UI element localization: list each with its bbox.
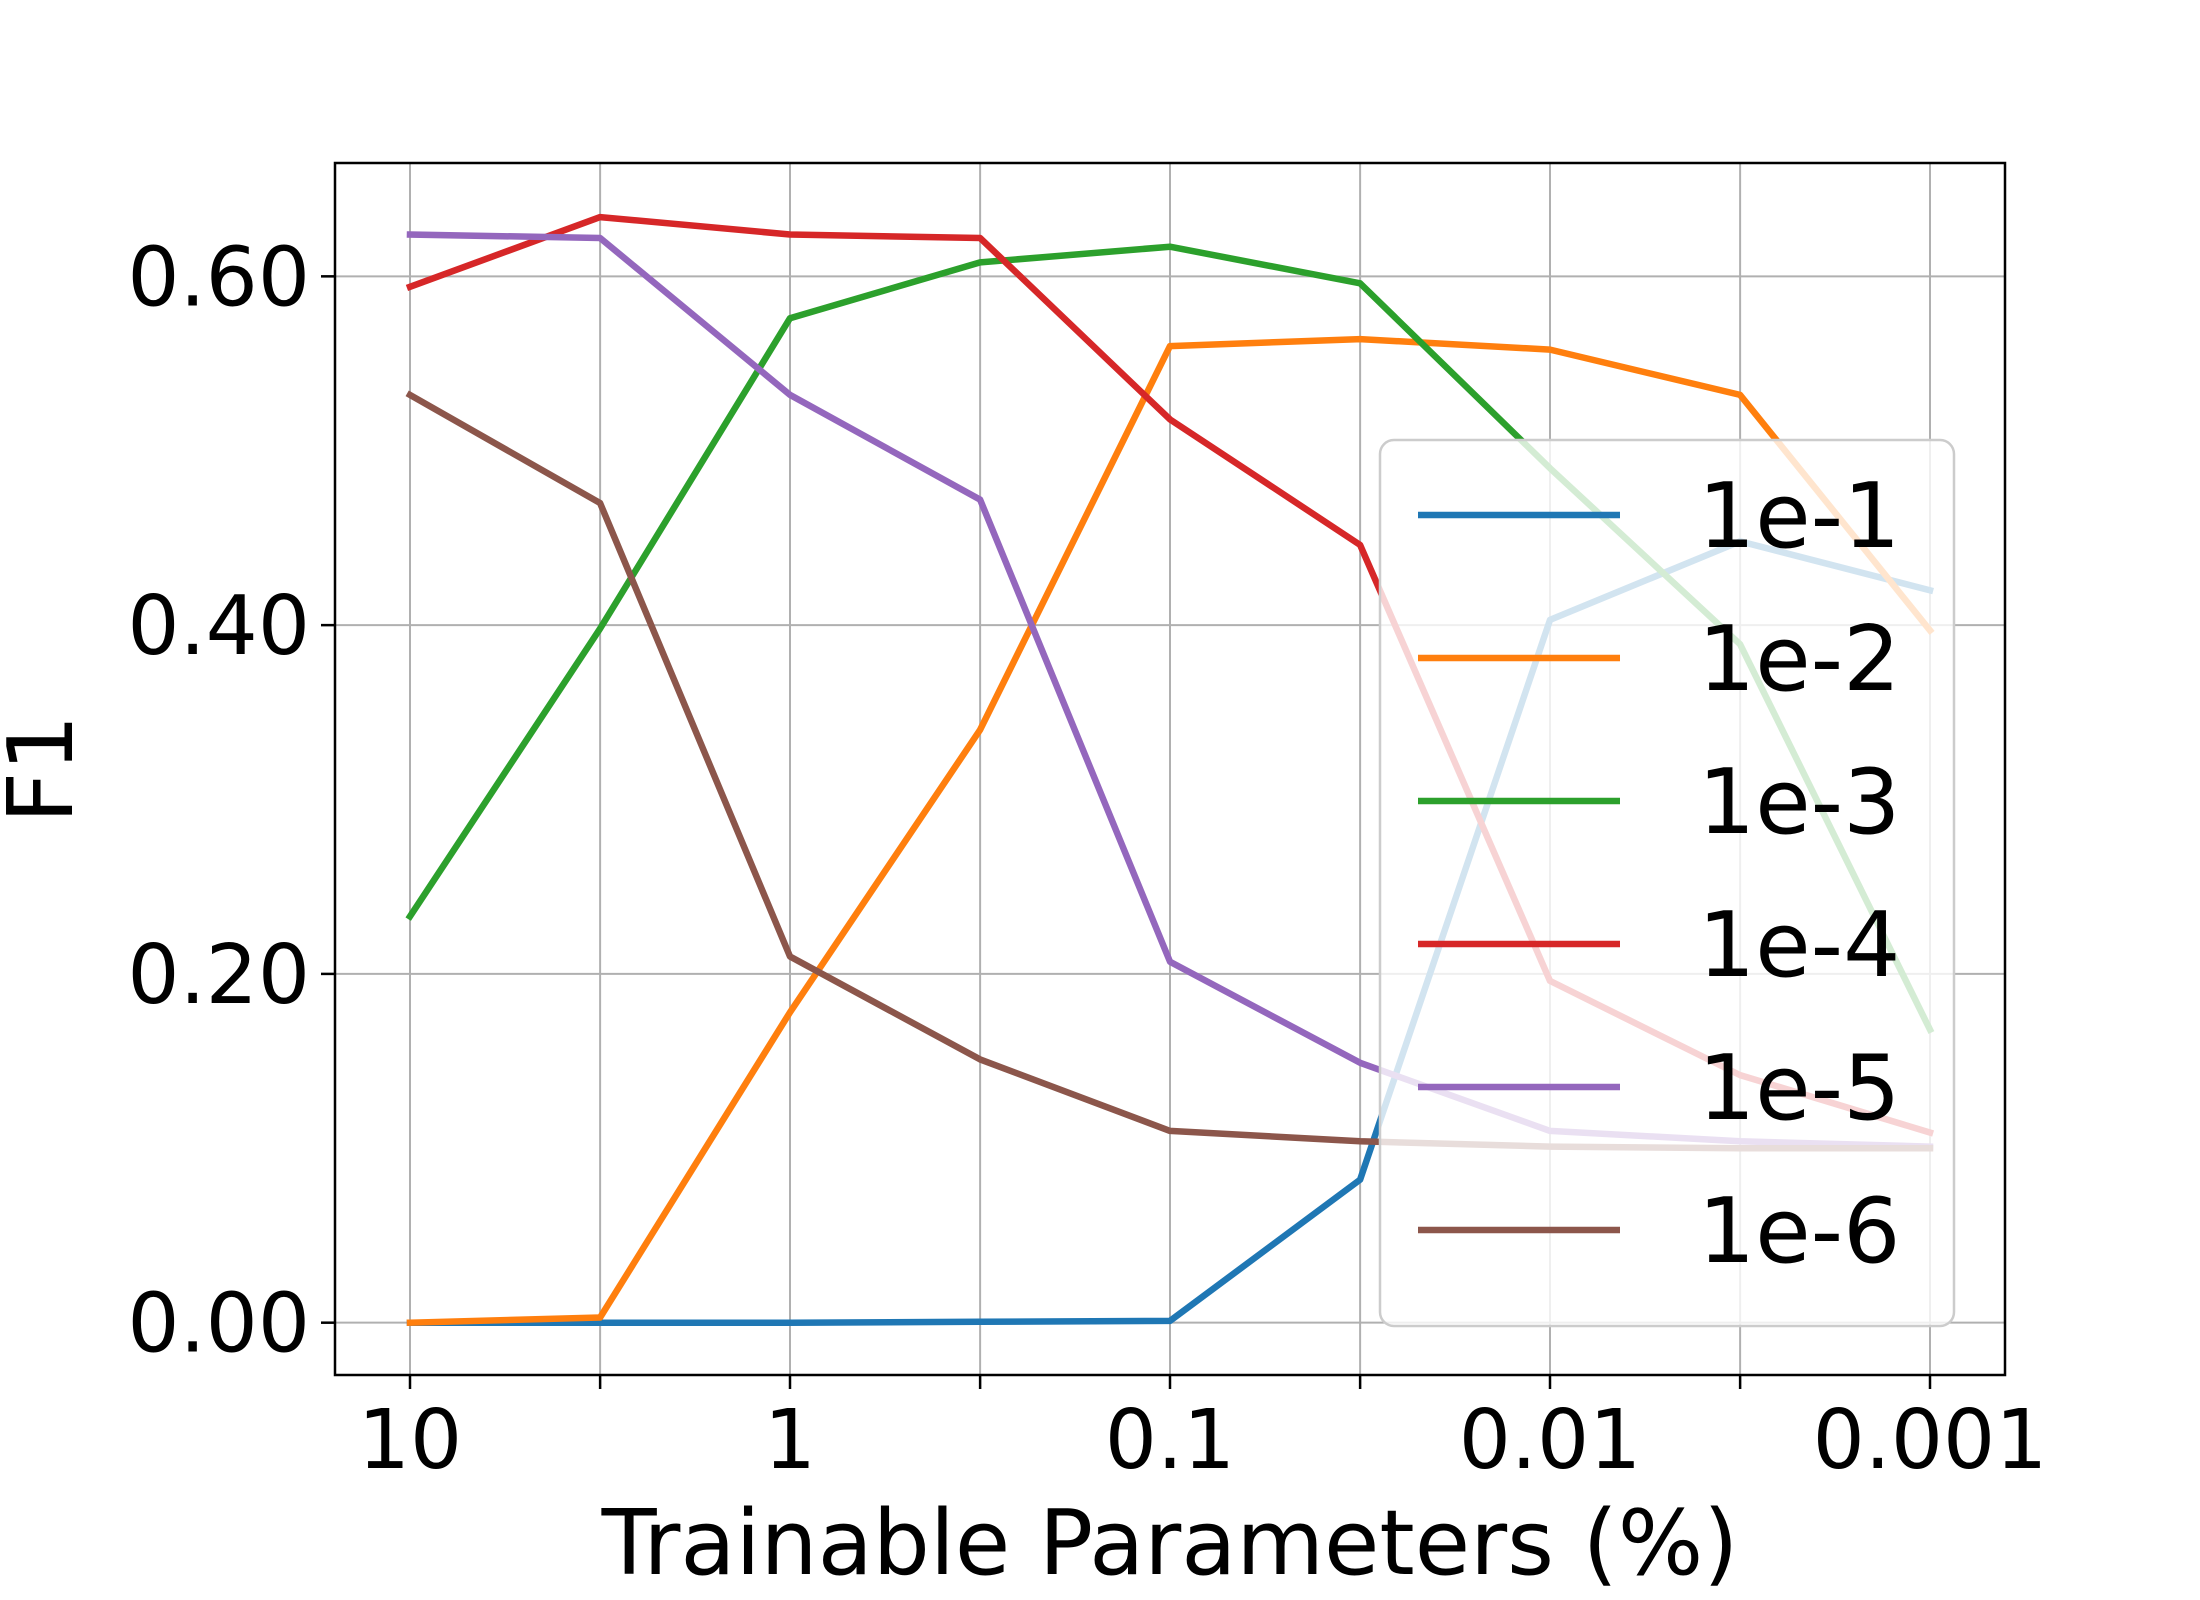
legend-box <box>1378 438 1956 1328</box>
x-axis-title: Trainable Parameters (%) <box>601 1491 1739 1596</box>
legend-label: 1e-1 <box>1698 464 1900 569</box>
x-tick-label: 10 <box>358 1393 462 1488</box>
legend-label: 1e-6 <box>1698 1179 1900 1284</box>
y-tick-label: 0.20 <box>127 928 310 1023</box>
legend-label: 1e-4 <box>1698 893 1900 998</box>
legend: 1e-1 1e-2 1e-3 1e-4 1e-5 1e-6 <box>1378 438 1956 1328</box>
y-tick-label: 0.40 <box>127 579 310 674</box>
y-ticks: 0.00 0.20 0.40 0.60 <box>127 230 335 1372</box>
x-tick-label: 0.01 <box>1459 1393 1642 1488</box>
legend-label: 1e-5 <box>1698 1036 1900 1141</box>
x-ticks: 10 1 0.1 0.01 0.001 <box>358 1375 2048 1488</box>
y-tick-label: 0.00 <box>127 1277 310 1372</box>
y-axis-title: F1 <box>0 714 94 823</box>
x-tick-label: 1 <box>764 1393 816 1488</box>
x-tick-label: 0.001 <box>1813 1393 2048 1488</box>
x-tick-label: 0.1 <box>1105 1393 1235 1488</box>
y-tick-label: 0.60 <box>127 230 310 325</box>
legend-label: 1e-2 <box>1698 607 1900 712</box>
series-line-1e-2 <box>406 335 1935 1327</box>
legend-label: 1e-3 <box>1698 750 1900 855</box>
